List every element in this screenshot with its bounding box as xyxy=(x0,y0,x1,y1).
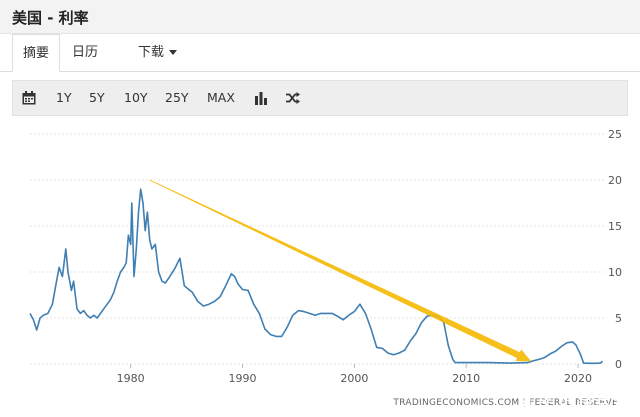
tab-summary-label: 摘要 xyxy=(23,46,50,61)
interest-rate-chart: 0 5 10 15 20 25 1980 1990 2000 2010 2020 TRADINGE… xyxy=(29,128,640,413)
tab-calendar[interactable]: 日历 xyxy=(72,34,98,72)
title-bar: 美国 - 利率 xyxy=(0,0,640,34)
range-10y-button[interactable]: 10Y xyxy=(124,90,148,105)
x-tick-label: 2020 xyxy=(564,372,592,385)
trend-arrow-annotation xyxy=(149,179,532,362)
series-line-interest-rate xyxy=(29,188,604,365)
bar-chart-icon[interactable] xyxy=(254,91,268,105)
x-axis-labels: 1980 1990 2000 2010 2020 xyxy=(117,364,592,385)
page-title: 美国 - 利率 xyxy=(12,9,89,27)
tab-calendar-label: 日历 xyxy=(72,45,99,60)
x-tick-label: 2010 xyxy=(452,372,480,385)
y-tick-label: 0 xyxy=(615,358,622,371)
tab-download[interactable]: 下载 xyxy=(138,34,178,72)
tab-download-label: 下载 xyxy=(138,45,165,60)
range-max-button[interactable]: MAX xyxy=(207,90,235,105)
range-25y-button[interactable]: 25Y xyxy=(165,90,189,105)
watermark-text: 知乎 @是话大白 xyxy=(520,393,640,413)
source-credit: TRADINGECONOMICS.COM | FEDERAL RESERVE xyxy=(392,398,618,408)
calendar-icon[interactable] xyxy=(22,91,36,105)
x-tick-label: 2000 xyxy=(340,372,368,385)
range-5y-button[interactable]: 5Y xyxy=(89,90,105,105)
y-tick-label: 20 xyxy=(608,174,622,187)
y-tick-label: 15 xyxy=(608,220,622,233)
shuffle-icon[interactable] xyxy=(286,91,300,105)
chart-toolbar: 1Y 5Y 10Y 25Y MAX xyxy=(12,80,628,116)
trend-arrow xyxy=(149,179,532,362)
y-tick-label: 10 xyxy=(608,266,622,279)
chevron-down-icon xyxy=(169,50,178,55)
chart-grid xyxy=(30,133,606,365)
tabs-bar: 摘要 日历 下载 xyxy=(0,34,640,72)
tab-summary[interactable]: 摘要 xyxy=(12,34,61,72)
x-tick-label: 1980 xyxy=(117,372,145,385)
x-tick-label: 1990 xyxy=(229,372,257,385)
y-tick-label: 5 xyxy=(615,312,622,325)
y-axis-labels: 0 5 10 15 20 25 xyxy=(608,128,622,371)
range-1y-button[interactable]: 1Y xyxy=(56,90,72,105)
y-tick-label: 25 xyxy=(608,128,622,141)
